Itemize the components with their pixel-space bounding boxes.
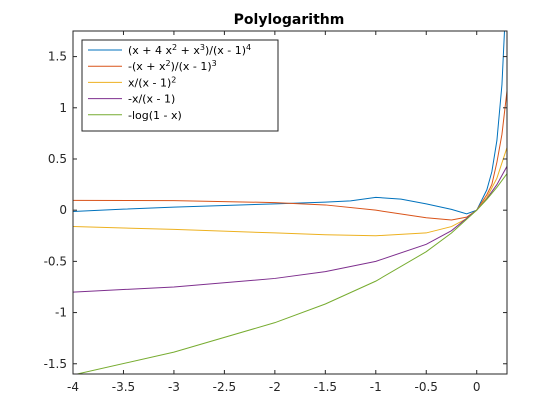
y-tick-label: 1.5 <box>48 50 67 64</box>
x-tick-label: -1 <box>370 380 382 394</box>
series-line-1 <box>73 31 505 215</box>
x-tick-label: -3 <box>168 380 180 394</box>
y-tick-label: 0.5 <box>48 152 67 166</box>
legend-box <box>81 39 279 132</box>
legend-label-1: (x + 4 x2 + x3)/(x - 1)4 <box>128 43 251 57</box>
x-tick-label: -1.5 <box>314 380 337 394</box>
x-tick-label: -2.5 <box>213 380 236 394</box>
legend-label-2: -(x + x2)/(x - 1)3 <box>128 59 217 73</box>
x-tick-label: -2 <box>269 380 281 394</box>
plot-area: -4 -3.5 -3 -2.5 -2 -1.5 -1 -0.5 0 -1.5 -1 -0.5 0 0.5 1… <box>44 30 508 394</box>
x-tick-label: -0.5 <box>415 380 438 394</box>
y-tick-label: -1.5 <box>44 357 67 371</box>
y-tick-label: 1 <box>59 101 67 115</box>
legend-label-4: -x/(x - 1) <box>128 93 175 106</box>
series-line-5 <box>74 173 507 374</box>
chart-title: Polylogarithm <box>234 12 345 28</box>
x-tick-label: -3.5 <box>112 380 135 394</box>
series-line-4 <box>73 166 507 293</box>
y-tick-label: -1 <box>55 306 67 320</box>
legend-label-3: x/(x - 1)2 <box>128 75 176 89</box>
legend-label-5: -log(1 - x) <box>128 109 182 122</box>
y-tick-label: -0.5 <box>44 254 67 268</box>
axes-box <box>72 30 508 375</box>
series-line-3 <box>73 147 507 237</box>
x-tick-label: -4 <box>67 380 79 394</box>
y-tick-label: 0 <box>59 203 67 217</box>
series-line-2 <box>73 90 507 221</box>
x-tick-label: 0 <box>473 380 481 394</box>
